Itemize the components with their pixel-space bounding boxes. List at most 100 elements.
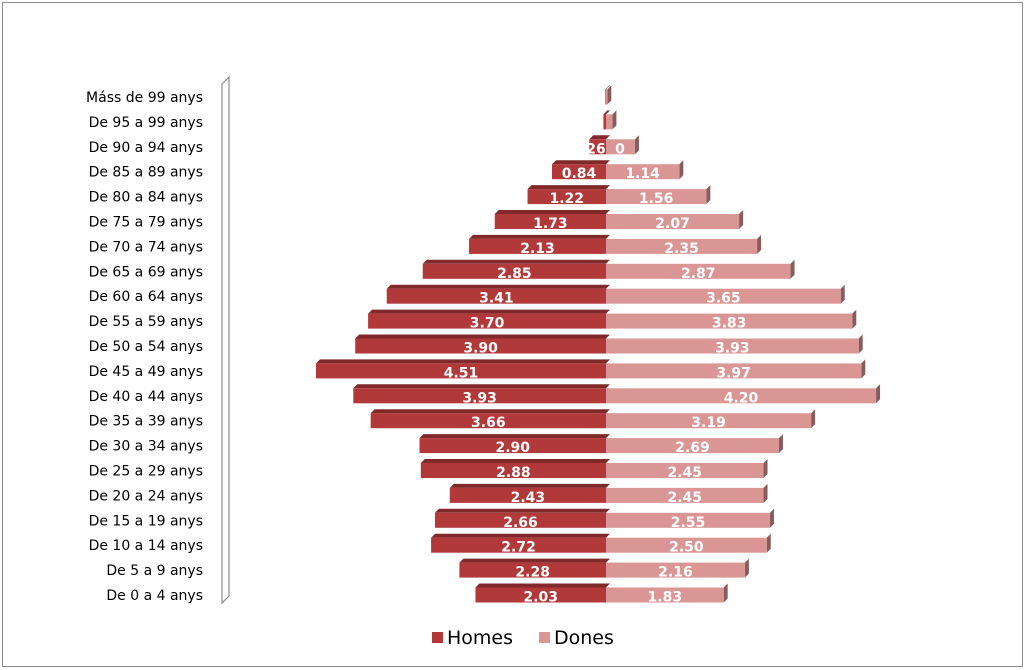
bar-dones-side [840, 284, 845, 304]
bar-homes-top [420, 459, 610, 463]
value-label-homes: 4.51 [444, 365, 479, 381]
bar-dones [606, 363, 862, 379]
bar-homes [368, 313, 606, 329]
value-label-dones: 1.83 [648, 590, 683, 606]
category-label: De 60 a 64 anys [89, 289, 203, 305]
bar-dones-side [763, 459, 768, 478]
value-label-dones: 3.83 [712, 316, 747, 332]
value-label-homes: 3.90 [463, 341, 498, 357]
bar-dones [606, 338, 859, 354]
value-label-homes: 2.66 [503, 515, 538, 531]
bar-dones [606, 263, 791, 279]
value-label-homes: 2.72 [501, 540, 536, 556]
value-label-homes: 2.90 [495, 440, 530, 456]
category-label: De 45 a 49 anys [89, 364, 203, 380]
bar-homes [469, 238, 606, 254]
bar-homes [459, 562, 606, 578]
value-label-dones: 0 [615, 141, 625, 157]
value-label-homes: 3.66 [471, 415, 506, 431]
bar-dones [606, 164, 680, 180]
legend-swatch-homes [432, 632, 443, 643]
legend-swatch-dones [539, 632, 550, 643]
bar-dones-side [744, 558, 749, 578]
category-label: De 50 a 54 anys [89, 339, 203, 355]
bar-dones [606, 114, 613, 130]
bar-dones [606, 562, 745, 578]
labels-layer: De 0 a 4 anys 2.03 1.83 De 5 a 9 anys 2.28 2.… [86, 90, 759, 606]
bar-homes-top [370, 409, 610, 414]
value-label-dones: 1.14 [625, 166, 660, 182]
value-label-homes: 3.41 [479, 291, 514, 307]
bar-dones-side [769, 508, 774, 528]
bar-dones [606, 139, 635, 155]
value-label-dones: 2.87 [681, 266, 716, 282]
bar-dones [606, 238, 758, 254]
bar-dones-side [763, 483, 768, 503]
bar-homes [605, 89, 606, 105]
bar-dones [606, 89, 608, 105]
value-label-dones: 2.07 [655, 216, 690, 232]
bar-dones [606, 463, 764, 478]
bar-homes [589, 139, 606, 155]
bar-homes [370, 413, 606, 429]
bar-dones [606, 487, 764, 503]
bar-dones-side [706, 185, 711, 205]
value-label-dones: 3.93 [715, 341, 750, 357]
bar-homes [527, 189, 606, 205]
value-label-homes: 1 [591, 92, 601, 108]
bar-homes [475, 587, 606, 603]
bar-homes-top [589, 135, 610, 140]
bar-dones [606, 288, 841, 304]
bar-dones-side [679, 160, 684, 180]
bar-homes [355, 338, 606, 354]
value-label-dones: 2.45 [667, 465, 702, 481]
category-label: De 30 a 34 anys [89, 439, 203, 455]
bar-dones-side [723, 583, 728, 603]
bar-homes-top [494, 210, 610, 214]
bar-dones-side [739, 210, 744, 229]
value-label-homes: 3.70 [470, 316, 505, 332]
bars-layer [316, 85, 881, 603]
bar-homes [386, 288, 606, 304]
legend-label-homes: Homes [447, 627, 513, 649]
bar-homes-top [316, 359, 610, 364]
category-label: De 20 a 24 anys [89, 488, 203, 504]
category-label: De 10 a 14 anys [89, 538, 203, 554]
bar-homes [434, 512, 606, 528]
bar-homes-top [605, 85, 610, 90]
bar-homes-top [422, 259, 610, 264]
category-label: De 0 a 4 anys [106, 588, 203, 604]
bar-dones-side [612, 110, 617, 130]
value-label-homes: 2.43 [511, 490, 546, 506]
value-label-dones: 2.35 [664, 241, 699, 257]
bar-dones-side [858, 334, 863, 354]
bar-homes-top [449, 483, 610, 488]
category-label: De 15 a 19 anys [89, 513, 203, 529]
bar-homes [494, 214, 606, 229]
bar-dones-side [778, 434, 783, 454]
bar-dones-side [607, 85, 612, 105]
value-label-dones: 2.55 [671, 515, 706, 531]
bar-dones [606, 587, 724, 603]
bar-dones-side [876, 384, 881, 404]
category-label: De 90 a 94 anys [89, 140, 203, 156]
category-label: De 75 a 79 anys [89, 215, 203, 231]
category-label: De 25 a 29 anys [89, 464, 203, 480]
bar-homes-top [419, 434, 610, 439]
bar-dones [606, 313, 853, 329]
bar-homes [422, 263, 606, 279]
value-label-homes: 0.84 [562, 166, 597, 182]
category-label: De 55 a 59 anys [89, 314, 203, 330]
bar-homes [419, 438, 606, 454]
value-label-homes: 1.73 [533, 216, 568, 232]
bar-homes [449, 487, 606, 503]
bar-homes-top [431, 533, 610, 538]
bar-dones-side [852, 309, 857, 329]
value-label-homes: 2.88 [496, 465, 531, 481]
category-label: De 70 a 74 anys [89, 239, 203, 255]
value-label-dones: 2.50 [669, 540, 704, 556]
value-label-dones: 3.65 [706, 291, 741, 307]
category-label: De 80 a 84 anys [89, 190, 203, 206]
bar-dones-side [766, 533, 771, 553]
bar-homes-top [603, 110, 610, 115]
